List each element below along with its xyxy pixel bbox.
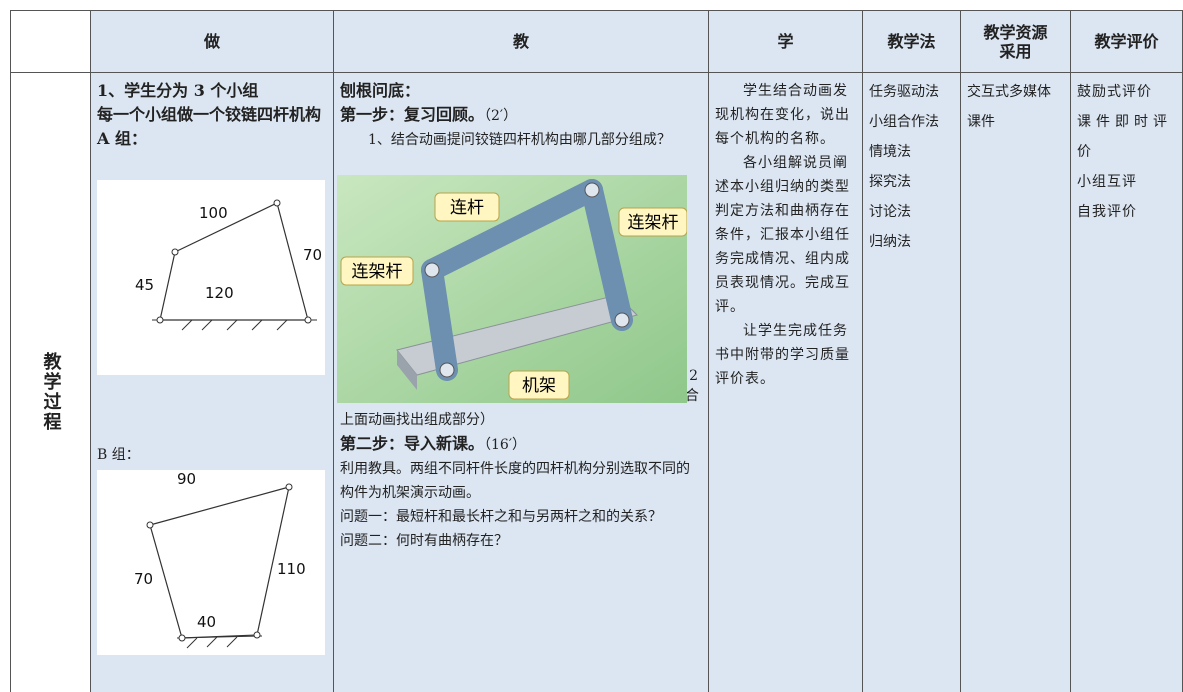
resources-cell: 交互式多媒体课件 — [960, 72, 1071, 692]
figure-label: 连架杆 — [628, 213, 679, 233]
figure-label: 机架 — [522, 376, 556, 396]
learn-cell: 学生结合动画发现机构在变化，说出每个机构的名称。 各小组解说员阐述本小组归纳的类… — [708, 72, 863, 692]
heading: 刨根问底： — [340, 81, 421, 100]
header-cell: 教 — [333, 10, 709, 73]
evaluation: 课件即时评价 — [1077, 114, 1172, 160]
corner-cell — [10, 10, 91, 73]
header-cell: 做 — [90, 10, 334, 73]
learn-paragraph: 让学生完成任务书中附带的学习质量评价表。 — [715, 323, 850, 387]
linkage — [159, 202, 309, 321]
figure-number: 2 — [689, 368, 698, 384]
side-length: 110 — [277, 560, 306, 578]
side-length: 45 — [135, 276, 154, 294]
side-length: 90 — [177, 470, 196, 488]
ground-hatch — [152, 319, 317, 331]
side-length: 40 — [197, 613, 216, 631]
figure-label: 连架杆 — [352, 262, 403, 282]
evaluation: 鼓励式评价 — [1077, 84, 1152, 100]
do-line: 1、学生分为 3 个小组 — [97, 81, 259, 100]
resources: 交互式多媒体课件 — [967, 84, 1051, 130]
method: 归纳法 — [869, 234, 911, 250]
method: 探究法 — [869, 174, 911, 190]
side-length: 120 — [205, 284, 234, 302]
teach-line: 问题二：何时有曲柄存在？ — [340, 533, 508, 549]
teach-line: 问题一：最短杆和最长杆之和与另两杆之和的关系？ — [340, 509, 662, 525]
method: 任务驱动法 — [869, 84, 939, 100]
methods-cell: 任务驱动法 小组合作法 情境法 探究法 讨论法 归纳法 — [862, 72, 961, 692]
evaluation-cell: 鼓励式评价 课件即时评价 小组互评 自我评价 — [1070, 72, 1183, 692]
teach-line: 利用教具。两组不同杆件长度的四杆机构分别选取不同的构件为机架演示动画。 — [340, 461, 690, 501]
step-title: 第一步：复习回顾。 — [340, 105, 485, 124]
diagram-b: 90 110 70 40 — [97, 470, 325, 655]
row-label: 教学过程 — [40, 352, 62, 432]
evaluation: 小组互评 — [1077, 174, 1137, 190]
side-length: 70 — [134, 570, 153, 588]
learn-paragraph: 各小组解说员阐述本小组归纳的类型判定方法和曲柄存在条件，汇报本小组任务完成情况、… — [715, 155, 850, 315]
figure-label: 连杆 — [450, 198, 484, 218]
question: 1、结合动画提问铰链四杆机构由哪几部分组成？ — [368, 132, 671, 148]
do-line: 每一个小组做一个铰链四杆机构 — [97, 105, 322, 124]
learn-paragraph: 学生结合动画发现机构在变化，说出每个机构的名称。 — [715, 83, 850, 147]
side-length: 70 — [303, 246, 322, 264]
step-time: （16′） — [484, 437, 527, 453]
step-title: 第二步：导入新课。 — [340, 434, 485, 453]
header-cell: 教学评价 — [1070, 10, 1183, 73]
group-label: A 组： — [97, 129, 147, 148]
method: 情境法 — [869, 144, 911, 160]
step-time: （2′） — [484, 108, 518, 124]
diagram-a: 100 70 45 120 — [97, 180, 325, 375]
method: 讨论法 — [869, 204, 911, 220]
row-label-cell: 教学过程 — [10, 72, 91, 692]
evaluation: 自我评价 — [1077, 204, 1137, 220]
header-cell: 教学法 — [862, 10, 961, 73]
side-length: 100 — [199, 204, 228, 222]
header-cell: 教学资源采用 — [960, 10, 1071, 73]
method: 小组合作法 — [869, 114, 939, 130]
mechanism-figure: 连杆 连架杆 连架杆 机架 — [337, 175, 687, 403]
group-label: B 组： — [97, 447, 140, 463]
ground-hatch — [176, 635, 263, 649]
linkage — [149, 486, 290, 639]
header-cell: 学 — [708, 10, 863, 73]
